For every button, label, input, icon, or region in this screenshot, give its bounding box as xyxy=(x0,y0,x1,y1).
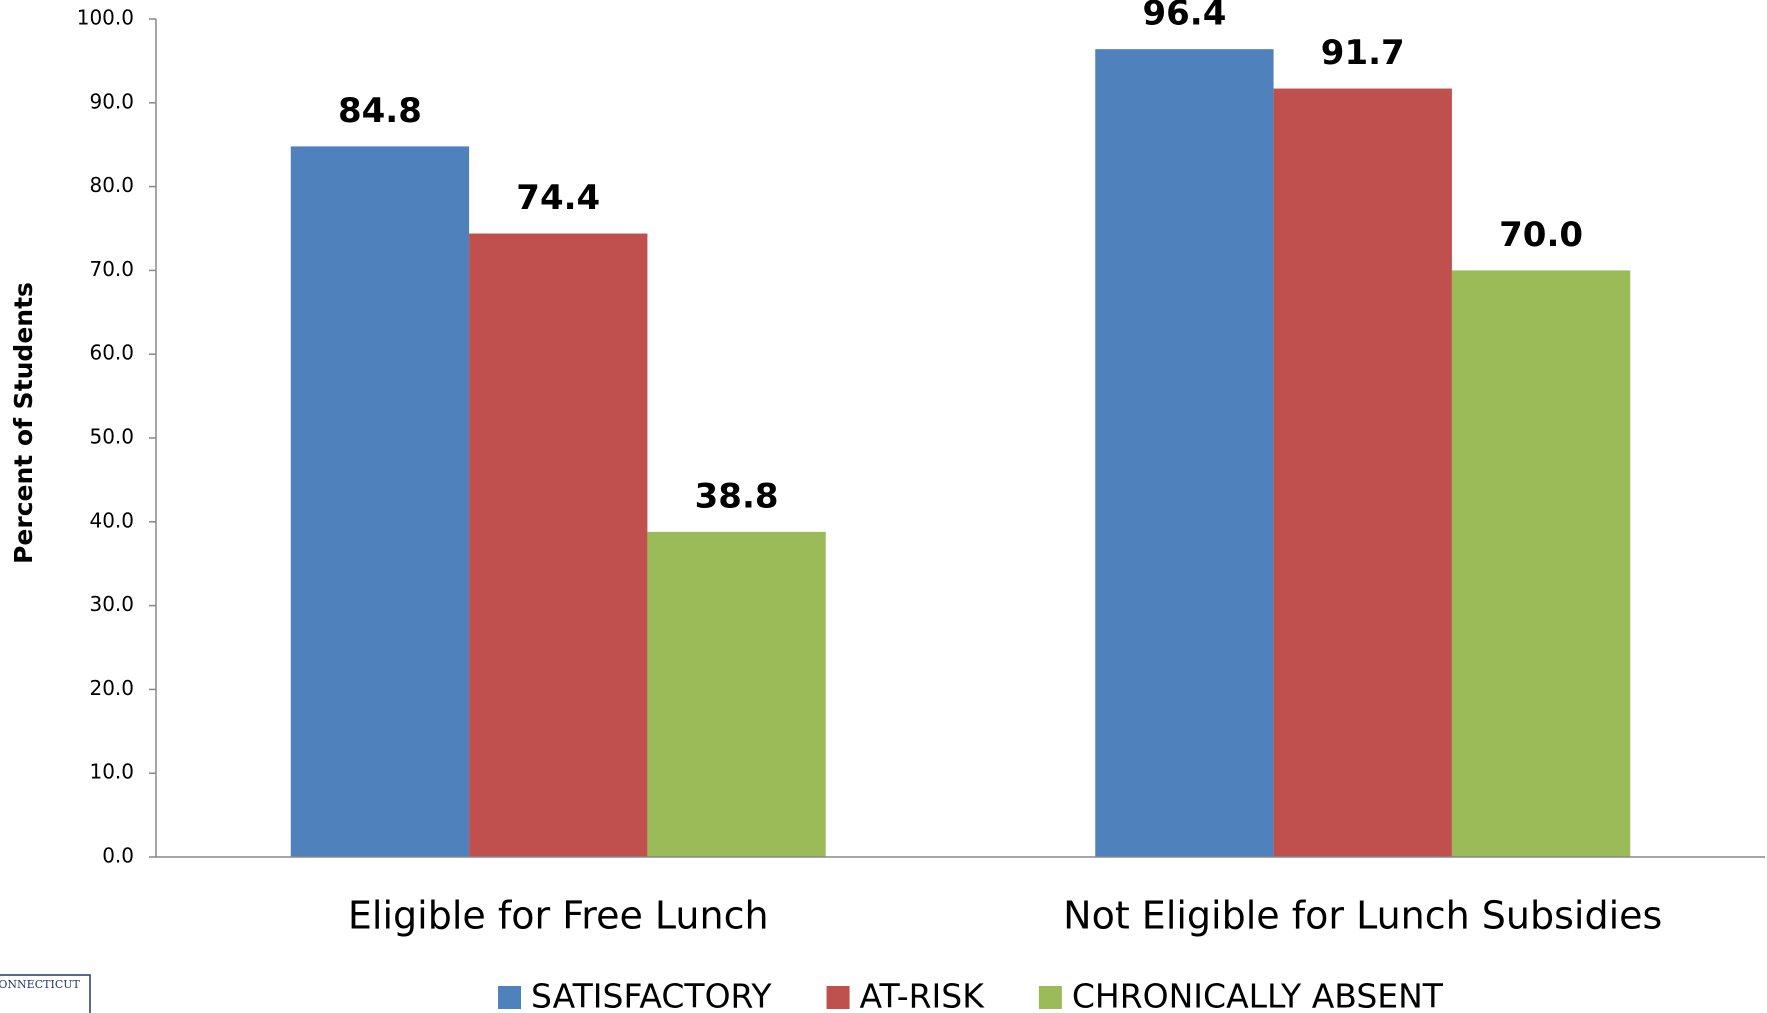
legend-swatch xyxy=(1038,986,1062,1009)
value-label: 91.7 xyxy=(1321,33,1405,73)
legend-label: CHRONICALLY ABSENT xyxy=(1072,977,1444,1013)
y-tick-label: 30.0 xyxy=(89,592,134,616)
bar xyxy=(1095,49,1274,858)
value-label: 74.4 xyxy=(516,178,600,218)
x-tick-label: Not Eligible for Lunch Subsidies xyxy=(1063,894,1662,938)
bar xyxy=(290,146,470,858)
y-tick-label: 100.0 xyxy=(77,6,134,30)
bar xyxy=(1273,88,1452,857)
y-tick-label: 0.0 xyxy=(102,844,134,868)
y-tick-label: 90.0 xyxy=(89,89,134,113)
y-tick-label: 60.0 xyxy=(89,341,134,365)
y-tick-label: 10.0 xyxy=(89,760,134,784)
bar xyxy=(647,531,826,857)
y-tick-label: 40.0 xyxy=(89,508,134,532)
legend-swatch xyxy=(826,986,850,1009)
logo-text: CONNECTICUT xyxy=(0,978,81,991)
legend-label: AT-RISK xyxy=(860,977,986,1013)
y-axis-title: Percent of Students xyxy=(9,282,38,564)
legend-swatch xyxy=(498,986,522,1009)
value-label: 84.8 xyxy=(338,91,422,131)
value-label: 96.4 xyxy=(1142,0,1226,34)
legend-label: SATISFACTORY xyxy=(531,977,772,1013)
bar xyxy=(469,233,648,857)
value-label: 70.0 xyxy=(1499,215,1583,255)
y-tick-label: 70.0 xyxy=(89,257,134,281)
y-tick-label: 80.0 xyxy=(89,173,134,197)
y-tick-label: 50.0 xyxy=(89,425,134,449)
logo xyxy=(0,974,91,1013)
value-label: 38.8 xyxy=(695,476,779,516)
x-tick-label: Eligible for Free Lunch xyxy=(348,894,769,938)
y-tick-label: 20.0 xyxy=(89,676,134,700)
bar xyxy=(1451,270,1631,857)
